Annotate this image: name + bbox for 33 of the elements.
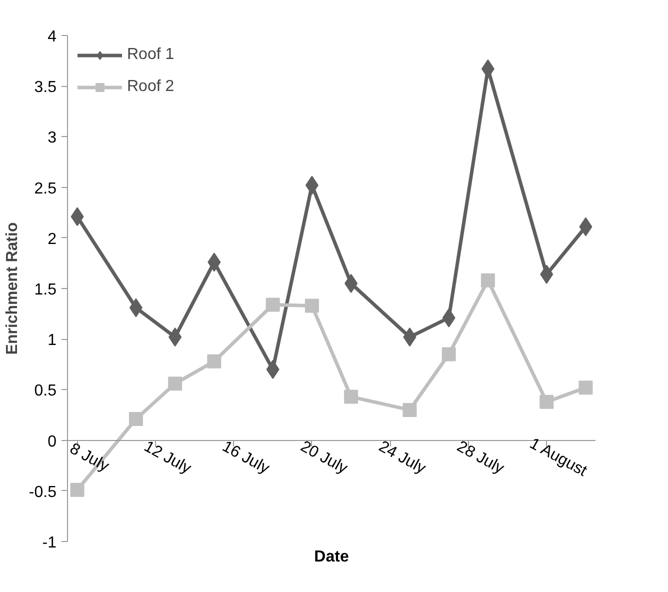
x-tick-label: 28 July (454, 438, 507, 478)
y-tick-label: 3.5 (34, 79, 57, 96)
point (70, 482, 84, 497)
point (540, 394, 554, 409)
point (304, 298, 319, 313)
x-tick-label: 20 July (298, 438, 350, 478)
point (578, 380, 593, 395)
legend-label: Roof 1 (127, 46, 174, 64)
x-tick-label: 16 July (219, 438, 272, 478)
point (442, 347, 456, 362)
point (128, 412, 143, 426)
x-tick-label: 12 July (141, 438, 194, 478)
point (402, 402, 417, 417)
x-tick-label: 24 July (376, 438, 428, 478)
point (168, 376, 182, 391)
y-tick-label: 1.5 (34, 282, 57, 298)
y-axis-title: Enrichment Ratio (4, 222, 21, 355)
y-tick-label: 0.5 (34, 382, 57, 400)
y-tick-label: 0 (48, 433, 57, 450)
point (207, 354, 222, 368)
y-tick-label: -1 (42, 534, 57, 552)
legend-label: Roof 2 (127, 78, 174, 96)
point (344, 390, 358, 404)
y-tick-label: 2.5 (34, 180, 57, 198)
y-tick-label: 4 (48, 28, 57, 46)
x-axis-title: Date (314, 548, 349, 566)
point (266, 298, 280, 312)
y-tick-label: 1 (48, 332, 57, 350)
x-tick-label: 8 July (66, 440, 112, 476)
y-tick-label: 3 (48, 130, 57, 147)
y-tick-label: 2 (48, 230, 57, 248)
y-tick-label: -0.5 (28, 484, 57, 501)
point (480, 273, 495, 288)
